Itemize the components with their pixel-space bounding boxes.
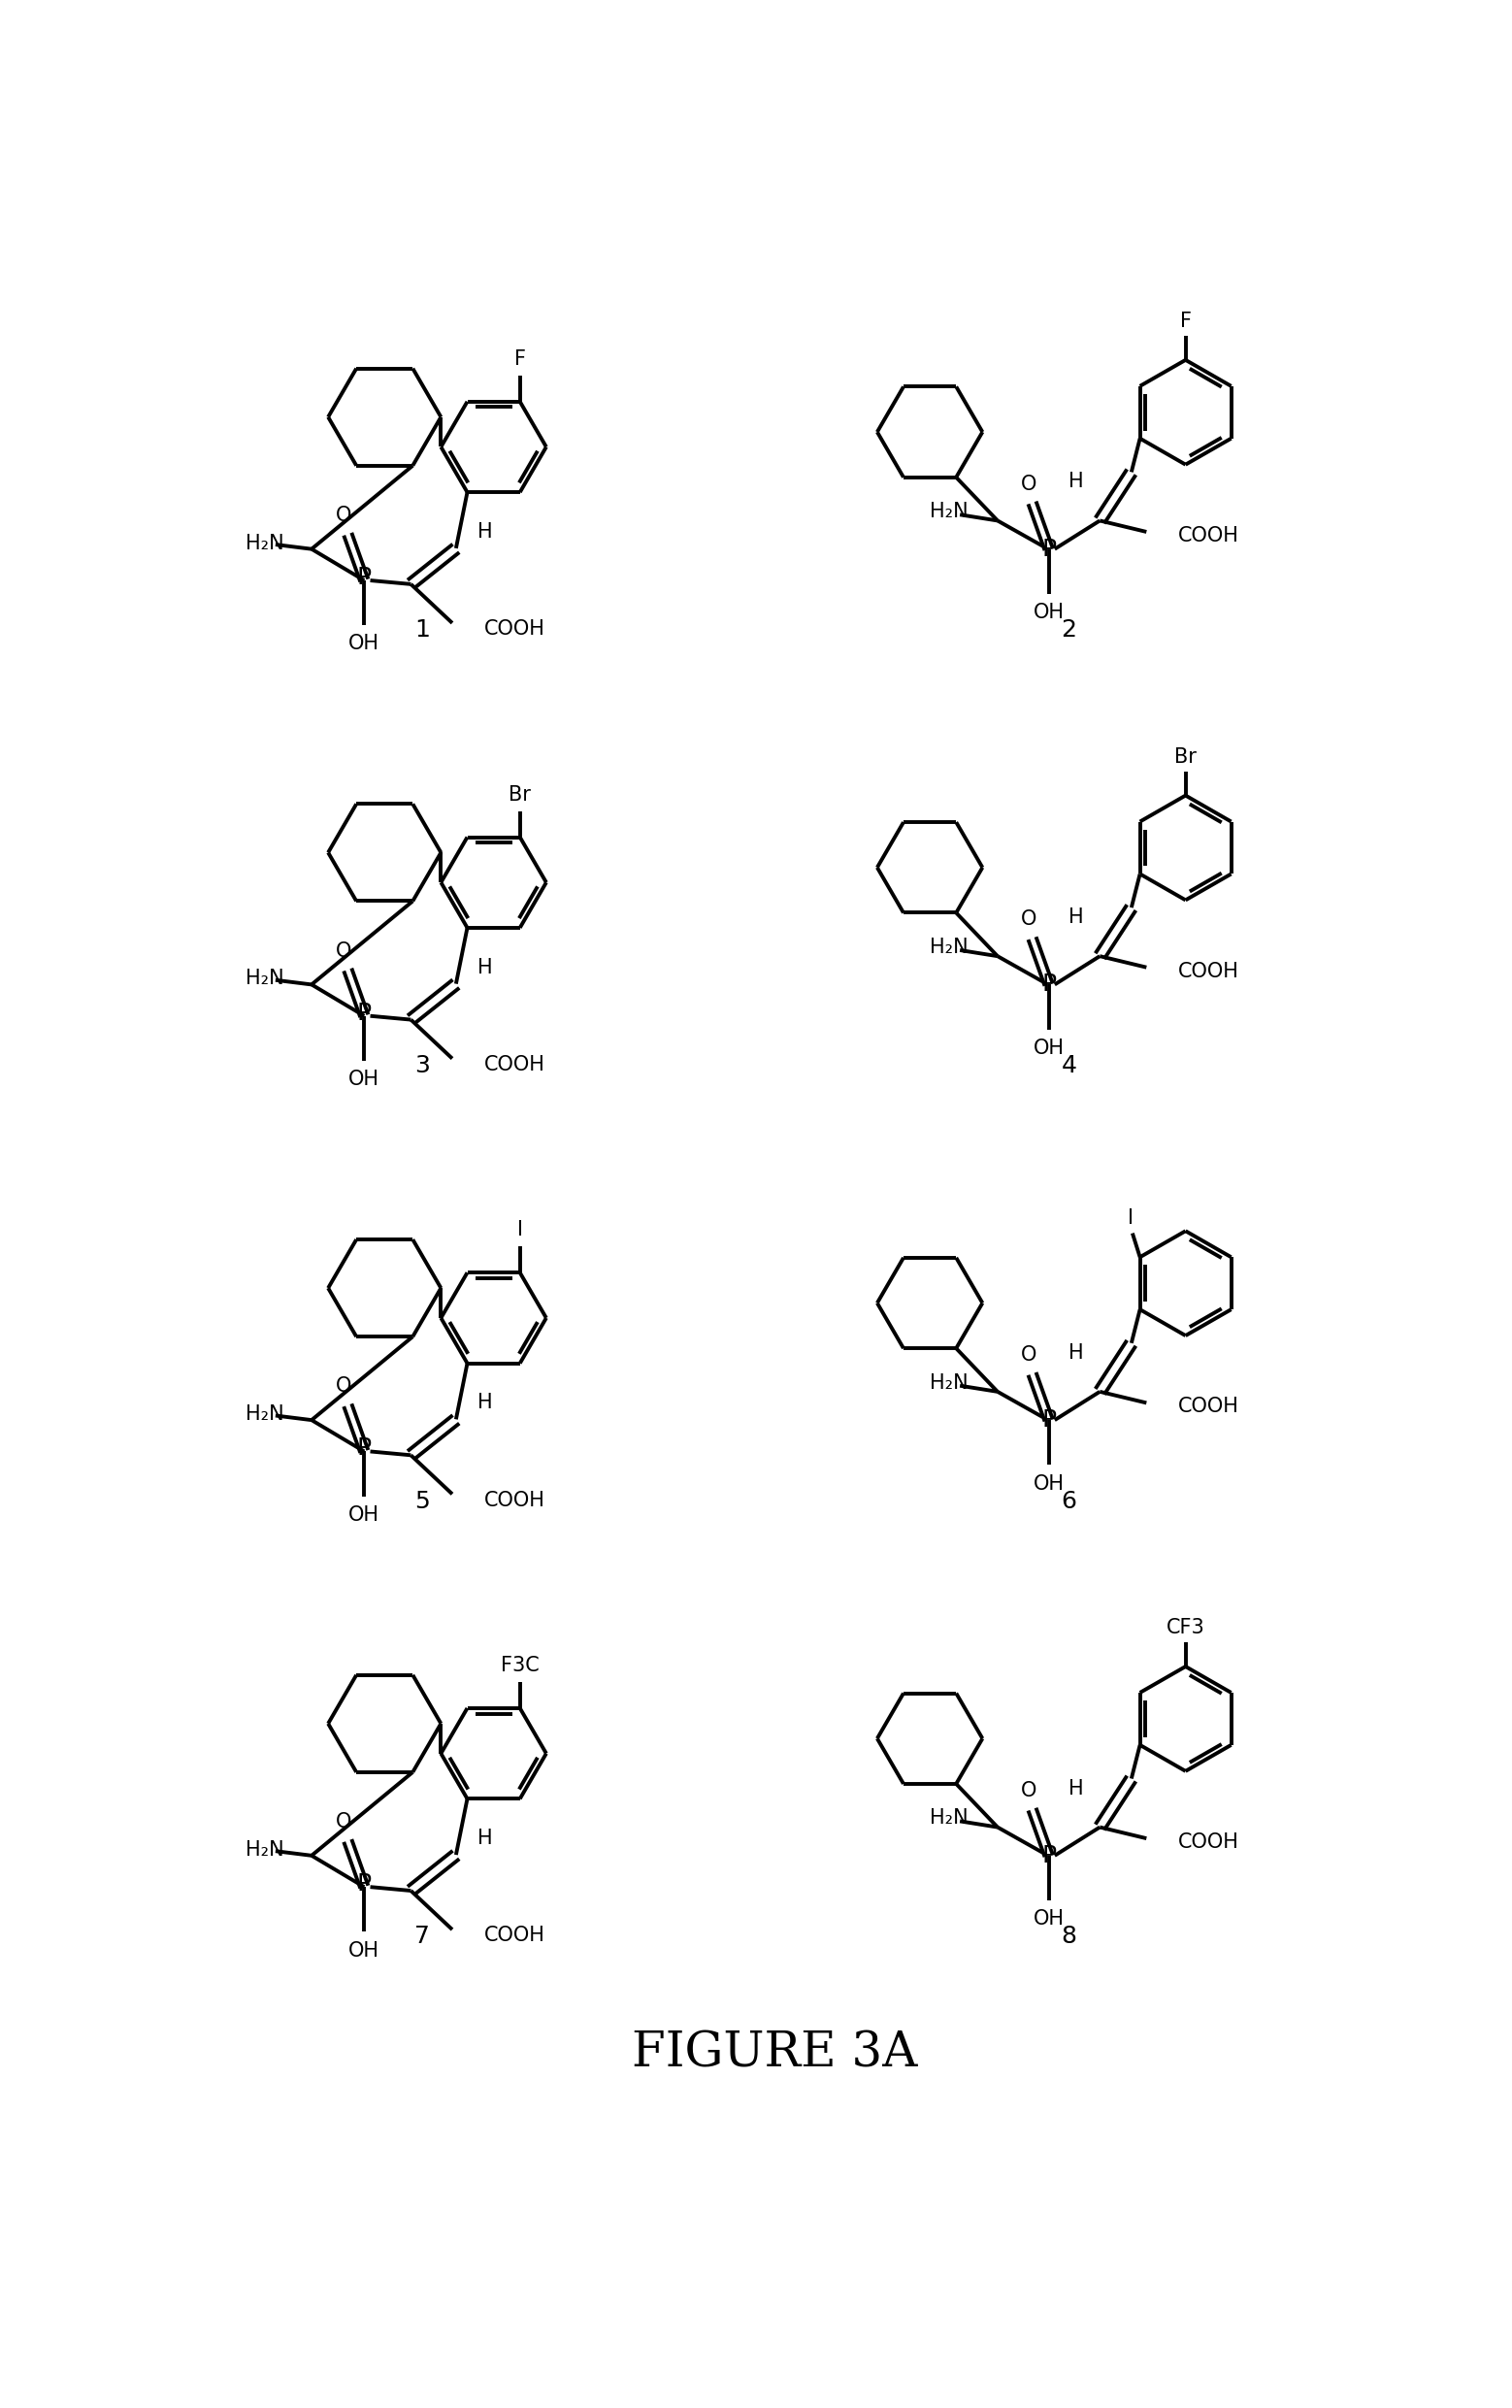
- Text: 3: 3: [414, 1055, 429, 1076]
- Text: O: O: [336, 1813, 352, 1832]
- Text: O: O: [1021, 910, 1036, 929]
- Text: O: O: [336, 506, 352, 525]
- Text: I: I: [517, 1221, 523, 1240]
- Text: H: H: [476, 523, 493, 542]
- Text: OH: OH: [1033, 1474, 1064, 1493]
- Text: OH: OH: [349, 1505, 380, 1524]
- Text: 8: 8: [1061, 1924, 1077, 1948]
- Text: 4: 4: [1061, 1055, 1077, 1076]
- Text: O: O: [1021, 474, 1036, 494]
- Text: H₂N: H₂N: [246, 1404, 284, 1423]
- Text: 6: 6: [1061, 1491, 1077, 1512]
- Text: P: P: [1042, 537, 1055, 561]
- Text: COOH: COOH: [1178, 525, 1238, 544]
- Text: H: H: [476, 958, 493, 978]
- Text: P: P: [357, 1438, 372, 1459]
- Text: OH: OH: [1033, 602, 1064, 621]
- Text: O: O: [336, 942, 352, 961]
- Text: H₂N: H₂N: [930, 501, 968, 523]
- Text: O: O: [1021, 1346, 1036, 1365]
- Text: OH: OH: [349, 1069, 380, 1088]
- Text: COOH: COOH: [484, 619, 544, 638]
- Text: COOH: COOH: [1178, 1832, 1238, 1852]
- Text: Br: Br: [510, 785, 531, 804]
- Text: CF3: CF3: [1166, 1618, 1205, 1637]
- Text: OH: OH: [349, 633, 380, 653]
- Text: H: H: [1067, 908, 1083, 927]
- Text: COOH: COOH: [484, 1055, 544, 1074]
- Text: 7: 7: [414, 1924, 429, 1948]
- Text: H₂N: H₂N: [930, 937, 968, 956]
- Text: P: P: [357, 566, 372, 590]
- Text: H₂N: H₂N: [930, 1373, 968, 1392]
- Text: 2: 2: [1061, 619, 1077, 641]
- Text: OH: OH: [1033, 1910, 1064, 1929]
- Text: P: P: [357, 1002, 372, 1023]
- Text: F: F: [1179, 311, 1191, 330]
- Text: F3C: F3C: [500, 1657, 540, 1676]
- Text: COOH: COOH: [1178, 961, 1238, 980]
- Text: OH: OH: [1033, 1038, 1064, 1057]
- Text: O: O: [336, 1377, 352, 1397]
- Text: P: P: [1042, 973, 1055, 997]
- Text: H₂N: H₂N: [246, 968, 284, 987]
- Text: COOH: COOH: [1178, 1397, 1238, 1416]
- Text: H₂N: H₂N: [246, 532, 284, 554]
- Text: COOH: COOH: [484, 1491, 544, 1510]
- Text: H₂N: H₂N: [930, 1808, 968, 1828]
- Text: H: H: [1067, 472, 1083, 491]
- Text: H: H: [476, 1828, 493, 1847]
- Text: OH: OH: [349, 1941, 380, 1960]
- Text: P: P: [1042, 1409, 1055, 1433]
- Text: P: P: [1042, 1845, 1055, 1866]
- Text: COOH: COOH: [484, 1926, 544, 1946]
- Text: F: F: [514, 349, 526, 368]
- Text: I: I: [1128, 1209, 1134, 1228]
- Text: 1: 1: [414, 619, 429, 641]
- Text: H: H: [476, 1394, 493, 1413]
- Text: FIGURE 3A: FIGURE 3A: [632, 2030, 918, 2078]
- Text: Br: Br: [1175, 746, 1196, 766]
- Text: P: P: [357, 1873, 372, 1895]
- Text: H₂N: H₂N: [246, 1840, 284, 1859]
- Text: 5: 5: [414, 1491, 429, 1512]
- Text: H: H: [1067, 1780, 1083, 1799]
- Text: H: H: [1067, 1344, 1083, 1363]
- Text: O: O: [1021, 1782, 1036, 1801]
